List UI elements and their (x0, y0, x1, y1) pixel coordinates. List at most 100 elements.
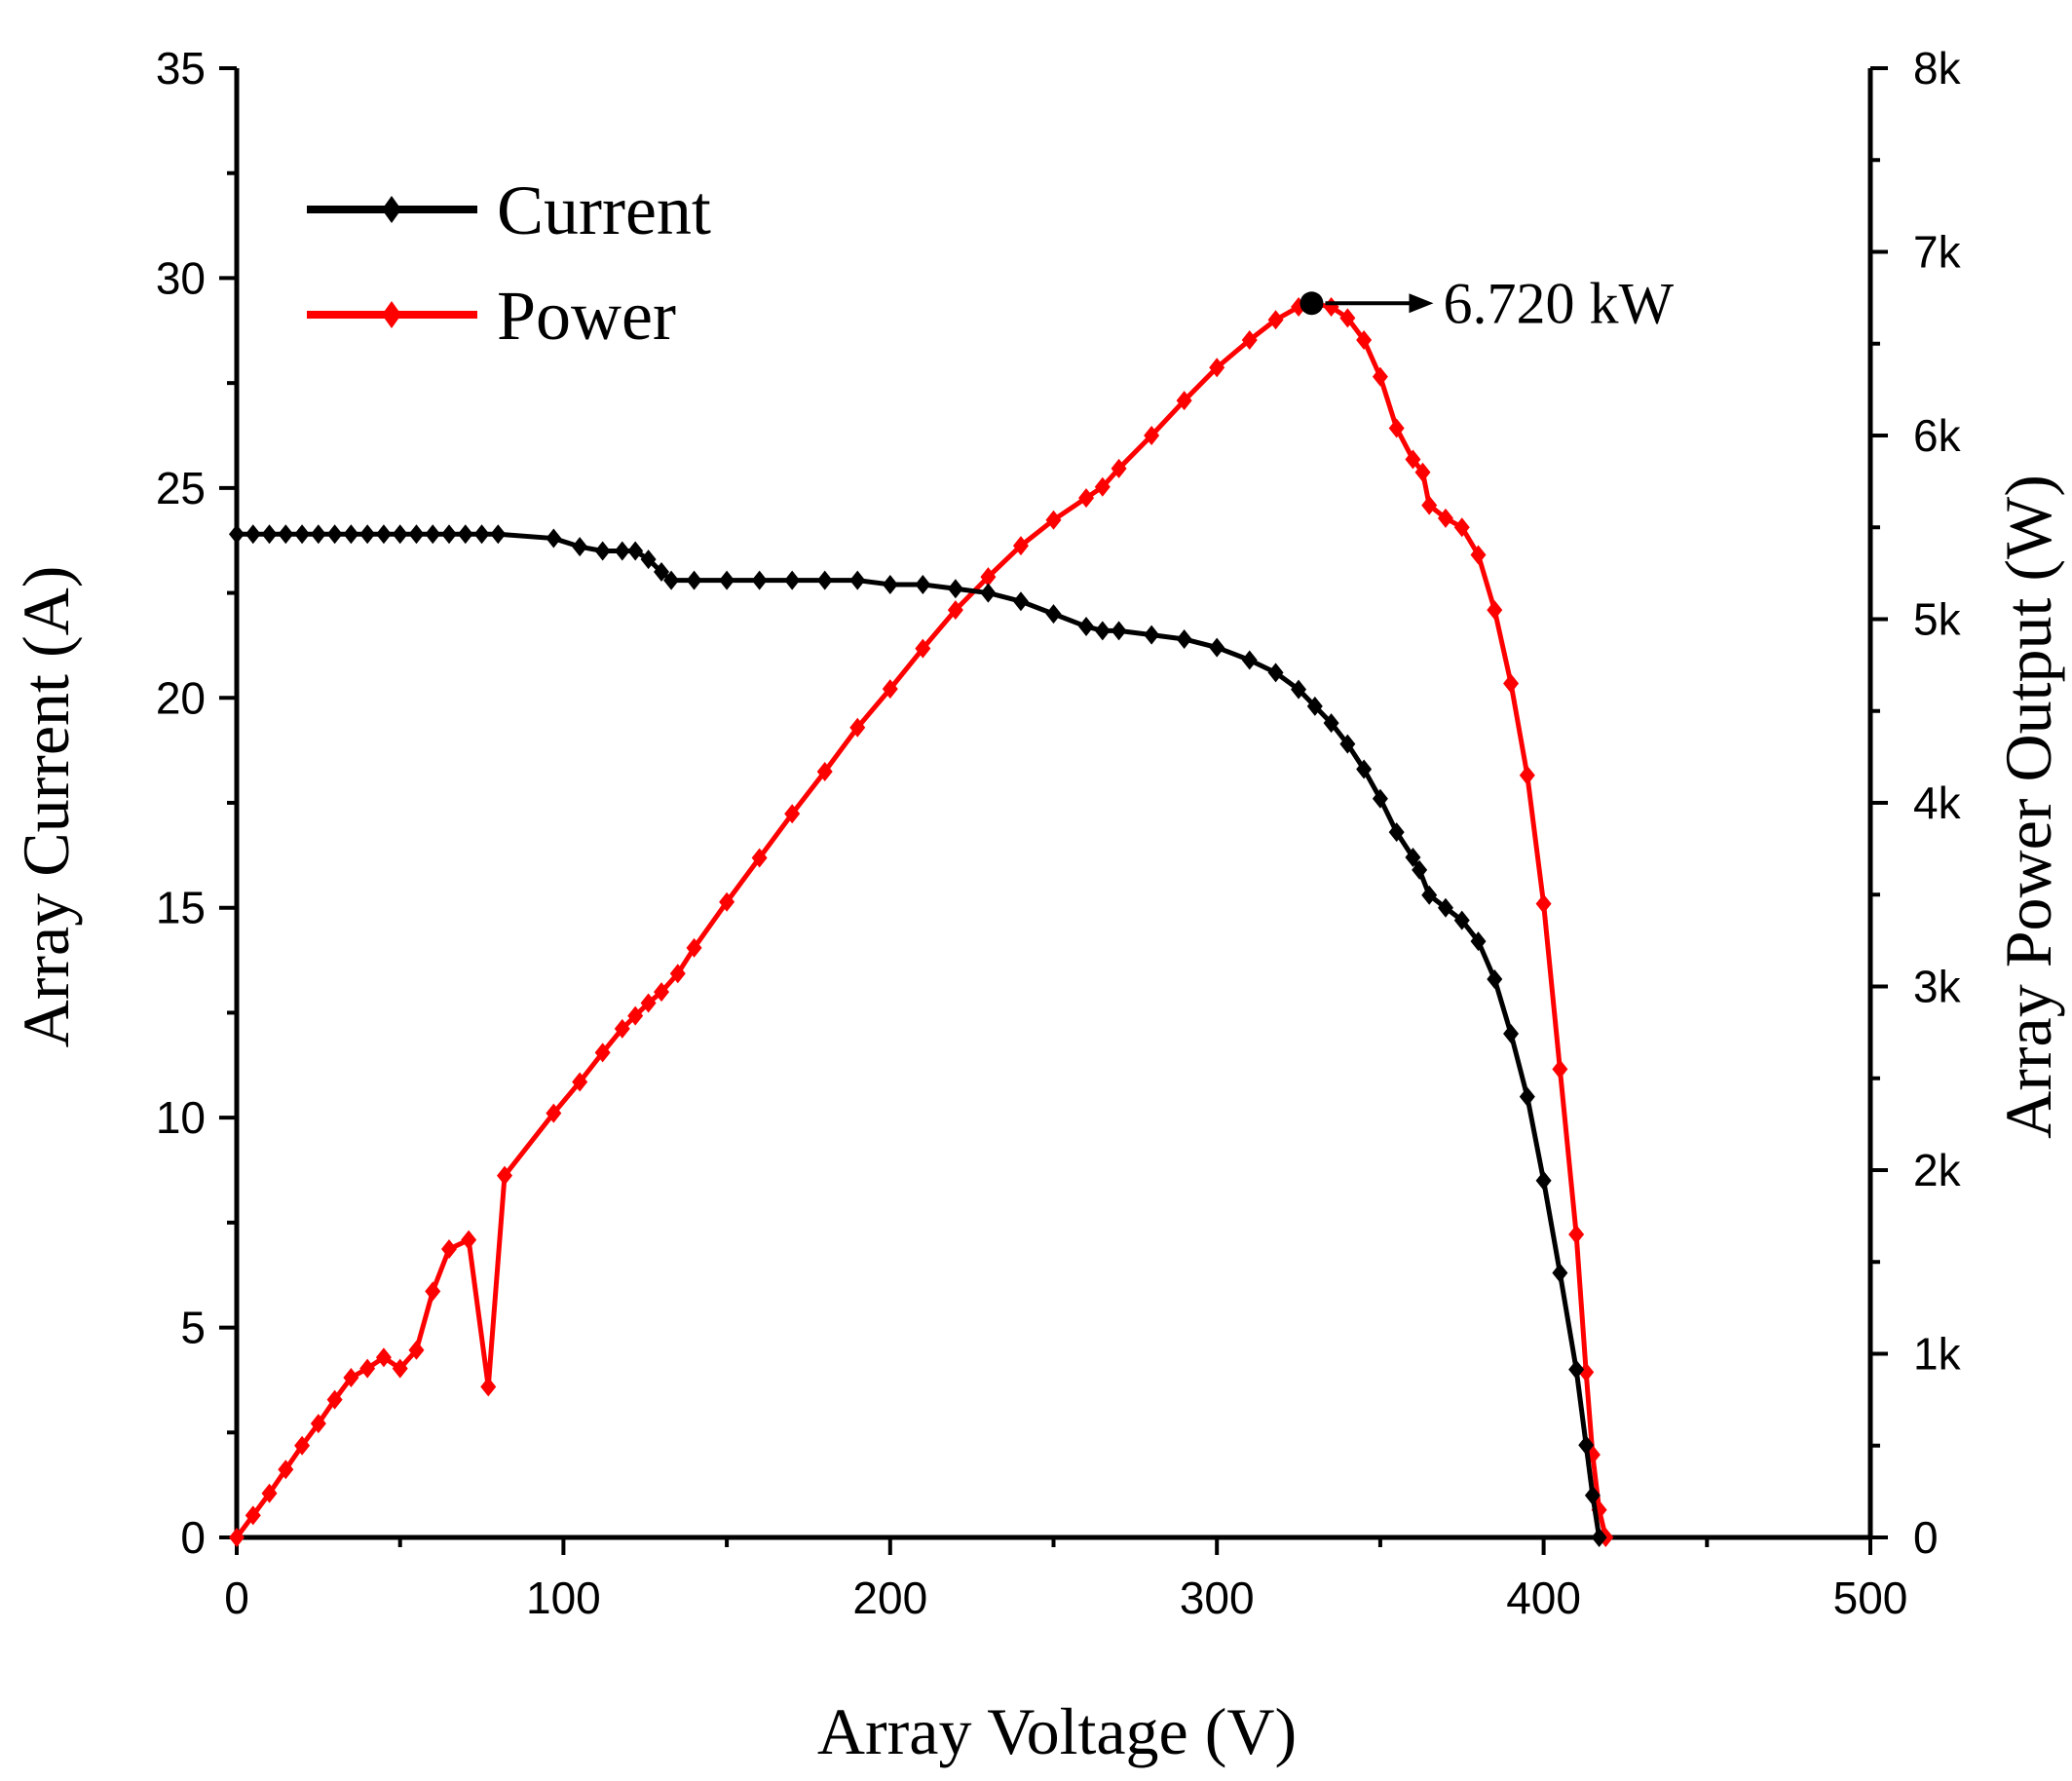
current-point (654, 562, 670, 583)
current-point (1519, 1086, 1535, 1107)
current-point (1470, 931, 1487, 952)
current-point (1591, 1528, 1607, 1547)
x-tick-label: 400 (1506, 1573, 1581, 1623)
power-point (1405, 449, 1421, 470)
power-point (1487, 600, 1503, 621)
current-point (1388, 822, 1405, 843)
power-point (1078, 488, 1095, 509)
current-point (686, 570, 702, 590)
y2-tick-label: 7k (1913, 227, 1962, 278)
power-point (1176, 391, 1192, 411)
peak-annotation: 6.720 kW (1300, 271, 1674, 335)
power-point (640, 993, 657, 1013)
current-point (1306, 696, 1323, 716)
current-point (359, 524, 376, 545)
power-point (480, 1377, 497, 1397)
current-line (237, 531, 1602, 1538)
power-point (359, 1358, 376, 1379)
power-point (1241, 329, 1258, 350)
y2-tick-label: 4k (1913, 777, 1962, 828)
power-point (980, 567, 997, 587)
current-point (1241, 650, 1258, 670)
x-axis-title: Array Voltage (V) (817, 1694, 1297, 1768)
power-point (947, 600, 963, 621)
power-point (1372, 366, 1388, 387)
current-point (572, 537, 588, 557)
current-point (343, 524, 359, 545)
y-tick-label: 15 (156, 883, 206, 933)
y-tick-label: 5 (180, 1303, 206, 1353)
power-point (594, 1042, 611, 1063)
power-point (497, 1165, 513, 1186)
current-point (473, 524, 490, 545)
current-point (490, 524, 507, 545)
x-tick-label: 200 (852, 1573, 927, 1623)
y-tick-label: 25 (156, 463, 206, 513)
power-point (1437, 508, 1453, 528)
current-point (310, 524, 326, 545)
power-point (1323, 297, 1339, 318)
y2-tick-label: 3k (1913, 962, 1962, 1012)
series-power (229, 293, 1614, 1547)
power-point (1209, 358, 1225, 378)
power-point (1111, 458, 1127, 478)
current-point (392, 524, 408, 545)
current-point (1405, 848, 1421, 868)
current-point (640, 549, 657, 570)
peak-power-label: 6.720 kW (1443, 271, 1674, 335)
current-point (1356, 759, 1373, 779)
y-tick-label: 30 (156, 252, 206, 303)
power-point (614, 1018, 630, 1039)
power-point (425, 1281, 441, 1302)
current-point (751, 570, 768, 590)
current-point (663, 570, 680, 590)
peak-marker (1300, 291, 1324, 316)
power-point (408, 1340, 425, 1360)
power-point (572, 1072, 588, 1092)
current-point (441, 524, 458, 545)
power-point (229, 1528, 245, 1547)
x-tick-label: 100 (526, 1573, 601, 1623)
power-point (1267, 310, 1284, 330)
current-point (1578, 1435, 1595, 1456)
y-axis-title: Array Current (A) (9, 566, 83, 1048)
power-point (849, 717, 866, 738)
power-point (343, 1368, 359, 1388)
current-point (614, 541, 630, 561)
current-point (229, 524, 245, 545)
x-tick-label: 0 (224, 1573, 249, 1623)
current-point (408, 524, 425, 545)
y-tick-label: 20 (156, 672, 206, 723)
power-point (245, 1505, 261, 1526)
power-point (1414, 462, 1431, 482)
current-point (1176, 628, 1192, 649)
legend: Current Power (307, 171, 711, 355)
current-point (627, 541, 644, 561)
current-point (1078, 617, 1095, 637)
current-point (1503, 1023, 1520, 1043)
current-point (719, 570, 735, 590)
power-point (1012, 536, 1029, 556)
power-point (1388, 418, 1405, 438)
current-point (980, 583, 997, 603)
power-point (261, 1483, 278, 1503)
legend-current-marker (382, 196, 401, 223)
power-point (1470, 545, 1487, 565)
current-point (457, 524, 473, 545)
current-point (425, 524, 441, 545)
y2-tick-label: 2k (1913, 1145, 1962, 1195)
current-point (1323, 713, 1339, 734)
current-point (915, 574, 931, 594)
current-point (294, 524, 311, 545)
current-point (1421, 885, 1438, 905)
current-point (1094, 621, 1111, 641)
current-point (1144, 625, 1160, 645)
axes: 0 100 200 300 400 5000510152025303501k2k3k4k5… (156, 43, 1962, 1623)
legend-current-label: Current (497, 171, 711, 249)
power-point (719, 891, 735, 912)
power-point (1535, 893, 1552, 914)
series-layer (229, 293, 1614, 1547)
current-point (1552, 1263, 1568, 1283)
power-point (294, 1435, 311, 1456)
current-point (1412, 859, 1428, 880)
